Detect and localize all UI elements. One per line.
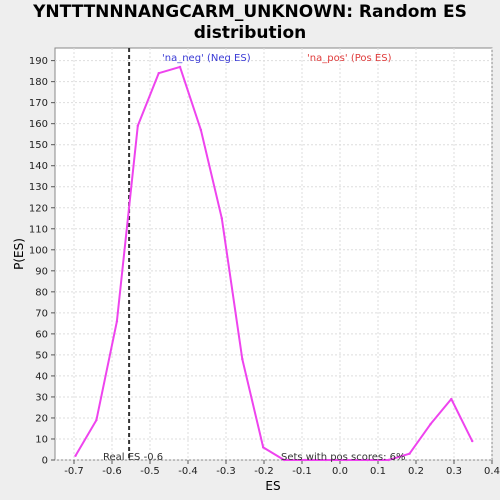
data-point [95,418,98,422]
series-line [74,65,474,461]
y-tick-label: 150 [29,140,48,151]
data-point [199,128,203,132]
chart-title: YNTTTNNNANGCARM_UNKNOWN: Random ES distr… [33,2,467,43]
y-tick-label: 30 [35,392,48,403]
x-tick-label: -0.3 [216,466,236,477]
pos-scores-annotation: Sets with pos scores: 6% [281,452,406,463]
y-tick-label: 120 [29,203,48,214]
x-tick-label: 0.0 [332,466,348,477]
data-point [241,357,244,361]
x-tick-label: -0.5 [140,466,160,477]
data-point [324,458,328,462]
y-tick-label: 110 [29,224,48,235]
y-tick-label: 190 [29,56,48,67]
y-tick-label: 50 [35,350,48,361]
data-point [74,454,77,457]
y-tick-label: 100 [29,245,48,256]
y-axis-title: P(ES) [12,238,26,270]
x-tick-label: -0.2 [254,466,274,477]
legend-neg-label: 'na_neg' (Neg ES) [162,53,251,64]
data-point [157,72,160,75]
y-tick-label: 10 [35,434,48,445]
data-point [220,217,224,220]
data-point [262,446,265,449]
series-layer [74,65,474,462]
y-axis-ticks: 0 10 20 30 40 50 60 70 80 90 100 110 120 130 140 150 160… [29,56,55,467]
grid-layer [55,48,493,461]
x-tick-label: -0.4 [178,466,198,477]
y-tick-label: 70 [35,308,48,319]
y-tick-label: 180 [29,77,48,88]
x-tick-label: 0.1 [370,466,386,477]
data-point [115,320,119,323]
x-tick-label: -0.6 [102,466,122,477]
y-tick-label: 20 [35,413,48,424]
data-point [178,65,182,69]
data-point [136,124,140,127]
data-point [450,397,453,401]
y-tick-label: 0 [42,456,48,467]
y-tick-label: 40 [35,371,48,382]
y-tick-label: 80 [35,287,48,298]
data-point [282,458,286,462]
x-tick-label: 0.3 [446,466,462,477]
x-tick-label: -0.1 [292,466,312,477]
legend-pos-label: 'na_pos' (Pos ES) [307,53,392,64]
x-axis-ticks: -0.7 -0.6 -0.5 -0.4 -0.3 -0.2 -0.1 0.0 0.1 0.2 0.3… [64,460,500,477]
y-tick-label: 60 [35,329,48,340]
x-tick-label: 0.2 [408,466,424,477]
y-tick-label: 170 [29,98,48,109]
data-point [366,458,369,462]
plot-area [54,47,493,461]
y-tick-label: 90 [35,266,48,277]
y-tick-label: 130 [29,182,48,193]
data-point [387,458,390,462]
x-axis-title: ES [265,479,280,493]
data-point [429,423,432,426]
x-tick-label: -0.7 [64,466,84,477]
data-point [303,458,307,462]
data-point [471,439,474,443]
y-tick-label: 140 [29,161,48,172]
data-point [345,458,349,462]
x-tick-label: 0.4 [484,466,500,477]
real-es-label: Real ES -0.6 [103,452,163,463]
data-point [408,452,411,455]
y-tick-label: 160 [29,119,48,130]
